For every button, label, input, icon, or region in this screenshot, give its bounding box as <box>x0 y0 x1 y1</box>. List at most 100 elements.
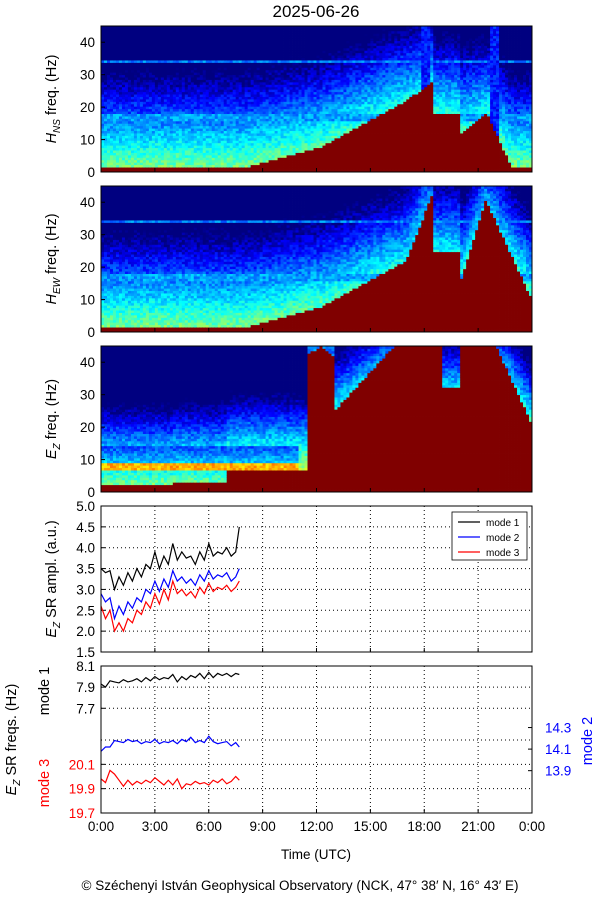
spectrogram-cell <box>253 125 258 129</box>
spectrogram-cell <box>115 62 120 66</box>
spectrogram-cell <box>160 113 165 117</box>
spectrogram-cell <box>340 47 344 51</box>
spectrogram-cell <box>205 159 210 163</box>
spectrogram-cell <box>145 40 150 44</box>
spectrogram-cell <box>343 33 347 37</box>
spectrogram-cell <box>145 118 150 122</box>
spectrogram-cell <box>160 101 165 105</box>
spectrogram-cell <box>115 128 120 132</box>
spectrogram-cell <box>337 79 341 83</box>
spectrogram-cell <box>196 40 201 44</box>
spectrogram-cell <box>139 72 144 76</box>
spectrogram-cell <box>151 64 156 68</box>
spectrogram-cell <box>184 35 189 39</box>
spectrogram-cell <box>151 94 156 97</box>
spectrogram-cell <box>274 55 278 59</box>
spectrogram-cell <box>157 169 162 173</box>
spectrogram-cell <box>241 118 246 122</box>
spectrogram-cell <box>301 28 305 32</box>
spectrogram-cell <box>343 67 347 71</box>
spectrogram-cell <box>127 60 132 63</box>
spectrogram-cell <box>334 28 338 32</box>
spectrogram-cell <box>130 145 135 149</box>
spectrogram-cell <box>244 28 249 32</box>
spectrogram-cell <box>253 142 258 146</box>
spectrogram-cell <box>250 99 255 102</box>
spectrogram-cell <box>316 123 320 127</box>
spectrogram-cell <box>142 145 147 149</box>
spectrogram-cell <box>235 169 240 173</box>
spectrogram-cell <box>112 79 117 83</box>
spectrogram-cell <box>217 72 222 76</box>
spectrogram-cell <box>133 47 138 51</box>
spectrogram-cell <box>181 118 186 122</box>
spectrogram-cell <box>268 38 272 41</box>
spectrogram-cell <box>160 108 165 112</box>
spectrogram-cell <box>226 81 231 85</box>
spectrogram-cell <box>337 164 341 168</box>
spectrogram-cell <box>109 140 114 144</box>
spectrogram-cell <box>250 35 255 39</box>
spectrogram-cell <box>103 103 108 107</box>
spectrogram-cell <box>151 86 156 90</box>
spectrogram-cell <box>343 116 347 119</box>
spectrogram-cell <box>226 50 231 54</box>
spectrogram-cell <box>115 157 120 161</box>
spectrogram-cell <box>298 81 302 85</box>
spectrogram-cell <box>322 52 326 56</box>
spectrogram-cell <box>124 26 129 29</box>
spectrogram-cell <box>187 164 192 168</box>
spectrogram-cell <box>331 67 335 71</box>
spectrogram-cell <box>109 154 114 158</box>
spectrogram-cell <box>142 40 147 44</box>
spectrogram-cell <box>181 89 186 93</box>
spectrogram-cell <box>334 116 338 119</box>
spectrogram-cell <box>205 64 210 68</box>
spectrogram-cell <box>109 67 114 71</box>
spectrogram-cell <box>157 89 162 93</box>
spectrogram-cell <box>130 96 135 100</box>
spectrogram-cell <box>274 67 278 71</box>
spectrogram-cell <box>250 152 255 156</box>
spectrogram-cell <box>337 137 341 141</box>
spectrogram-cell <box>166 162 171 166</box>
spectrogram-cell <box>295 89 299 93</box>
spectrogram-cell <box>313 147 317 151</box>
spectrogram-cell <box>304 45 308 49</box>
spectrogram-cell <box>190 123 195 127</box>
spectrogram-cell <box>340 123 344 127</box>
spectrogram-cell <box>232 67 237 71</box>
spectrogram-cell <box>187 81 192 85</box>
spectrogram-cell <box>181 111 186 114</box>
spectrogram-cell <box>112 84 117 88</box>
spectrogram-cell <box>175 77 180 80</box>
spectrogram-cell <box>322 81 326 85</box>
spectrogram-cell <box>181 33 186 37</box>
spectrogram-cell <box>250 135 255 139</box>
spectrogram-cell <box>133 159 138 163</box>
spectrogram-cell <box>148 111 153 114</box>
spectrogram-cell <box>217 118 222 122</box>
spectrogram-cell <box>211 55 216 59</box>
spectrogram-cell <box>283 91 287 95</box>
spectrogram-cell <box>223 118 228 122</box>
spectrogram-cell <box>121 147 126 151</box>
spectrogram-cell <box>151 35 156 39</box>
spectrogram-cell <box>101 62 105 66</box>
spectrogram-cell <box>319 69 323 73</box>
spectrogram-cell <box>148 96 153 100</box>
spectrogram-cell <box>337 123 341 127</box>
spectrogram-cell <box>310 86 314 90</box>
spectrogram-cell <box>340 167 344 170</box>
spectrogram-cell <box>325 38 329 41</box>
spectrogram-cell <box>175 159 180 163</box>
spectrogram-cell <box>289 101 293 105</box>
spectrogram-cell <box>181 113 186 117</box>
spectrogram-cell <box>256 159 261 163</box>
spectrogram-cell <box>313 94 317 97</box>
spectrogram-cell <box>160 154 165 158</box>
spectrogram-cell <box>259 118 264 122</box>
spectrogram-cell <box>268 72 272 76</box>
spectrogram-cell <box>172 45 177 49</box>
spectrogram-cell <box>151 57 156 61</box>
